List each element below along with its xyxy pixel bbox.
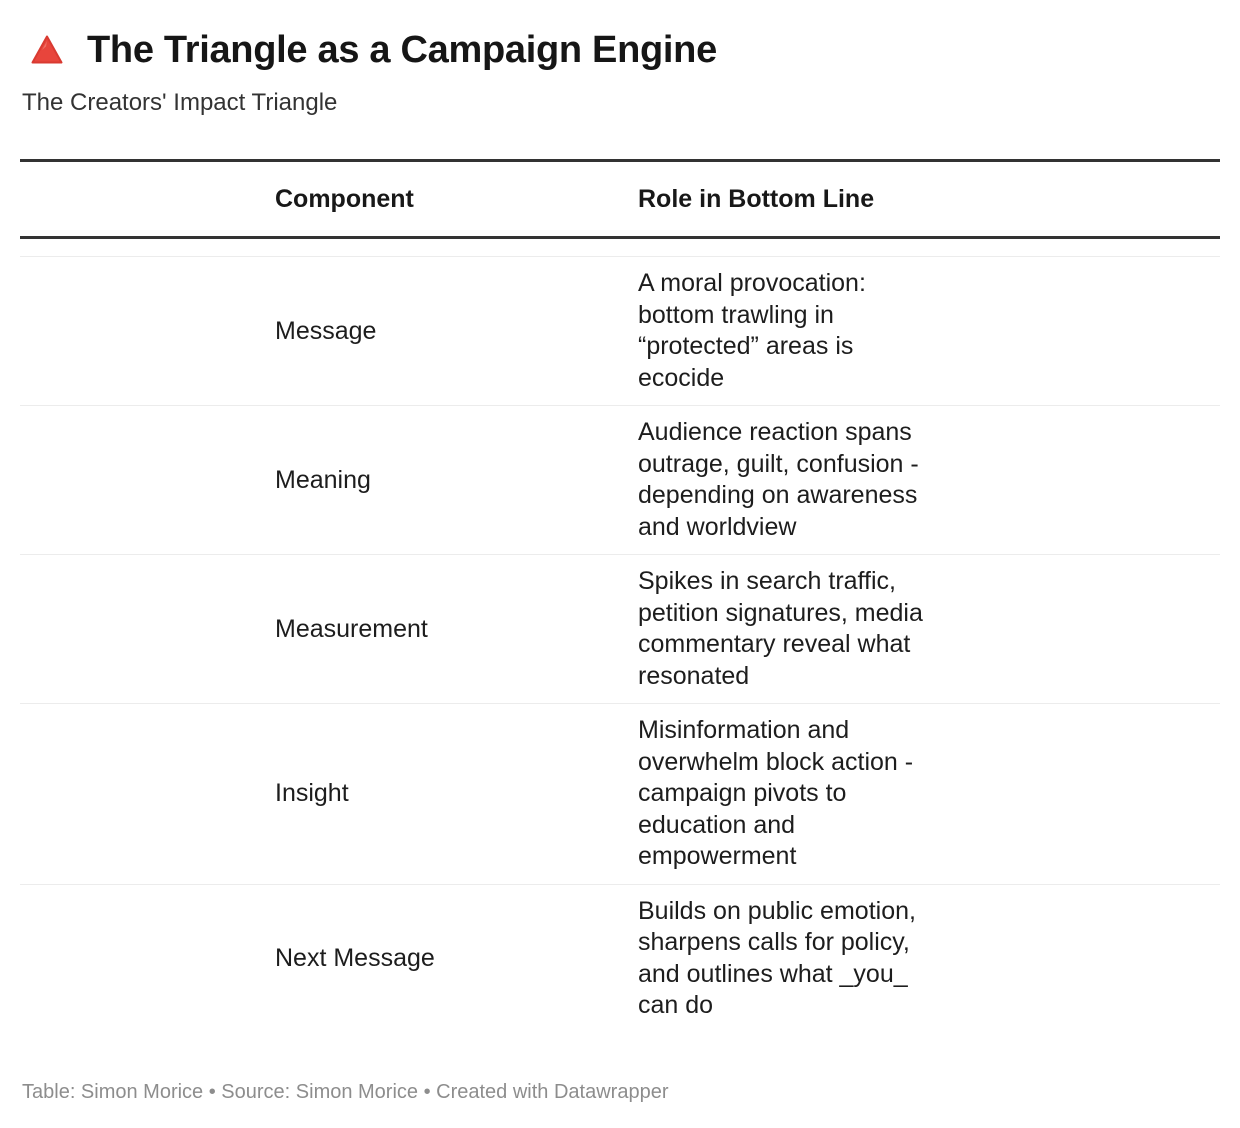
red-triangle-icon — [30, 34, 64, 66]
table-row: Meaning Audience reaction spans outrage, … — [20, 405, 1220, 554]
page-header: The Triangle as a Campaign Engine — [20, 0, 1220, 73]
column-header-component: Component — [275, 185, 414, 213]
role-cell: Audience reaction spans outrage, guilt, … — [638, 418, 919, 541]
table-row: Measurement Spikes in search traffic, pet… — [20, 554, 1220, 703]
component-cell: Message — [275, 316, 377, 345]
table-row: Message A moral provocation: bottom trawl… — [20, 256, 1220, 405]
component-cell: Meaning — [275, 465, 371, 494]
column-header-role: Role in Bottom Line — [638, 185, 875, 213]
component-cell: Next Message — [275, 944, 435, 972]
role-cell: A moral provocation: bottom trawling in … — [638, 269, 866, 392]
component-cell: Measurement — [275, 614, 428, 643]
table-row: Insight Misinformation and overwhelm bloc… — [20, 703, 1220, 884]
impact-triangle-table: Component Role in Bottom Line Message A m… — [20, 159, 1220, 1033]
table-body: Message A moral provocation: bottom trawl… — [20, 256, 1220, 1033]
page-title: The Triangle as a Campaign Engine — [87, 29, 717, 71]
table-header-row: Component Role in Bottom Line — [20, 159, 1220, 239]
role-cell: Spikes in search traffic, petition signa… — [638, 567, 923, 690]
component-cell: Insight — [275, 779, 349, 808]
attribution-footer: Table: Simon Morice • Source: Simon Mori… — [22, 1080, 669, 1103]
table-row: Next Message Builds on public emotion, sh… — [20, 883, 1220, 1033]
role-cell: Builds on public emotion, sharpens calls… — [638, 896, 916, 1020]
page-subtitle: The Creators' Impact Triangle — [22, 89, 338, 116]
role-cell: Misinformation and overwhelm block actio… — [638, 716, 914, 870]
